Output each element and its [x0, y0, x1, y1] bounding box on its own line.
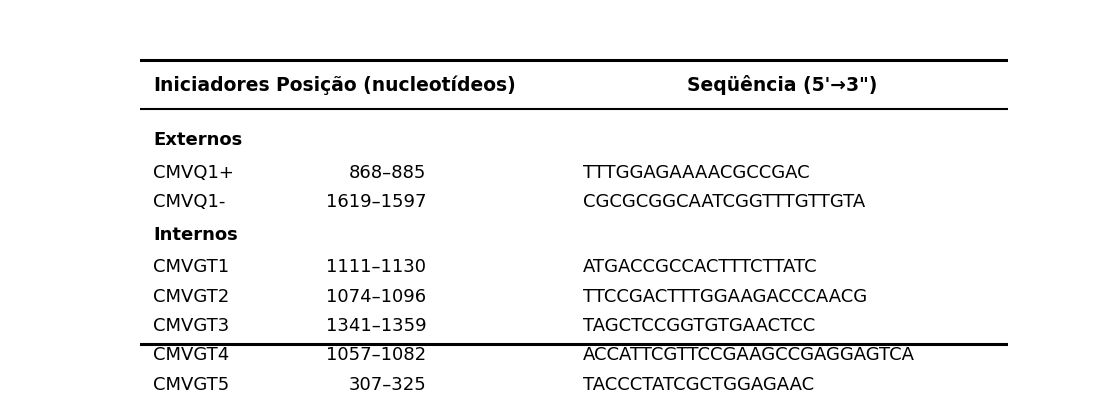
- Text: CMVGT2: CMVGT2: [153, 287, 230, 305]
- Text: CMVQ1+: CMVQ1+: [153, 164, 234, 181]
- Text: TTCCGACTTTGGAAGACCCAACG: TTCCGACTTTGGAAGACCCAACG: [582, 287, 867, 305]
- Text: CMVGT1: CMVGT1: [153, 257, 230, 275]
- Text: TAGCTCCGGTGTGAACTCC: TAGCTCCGGTGTGAACTCC: [582, 316, 815, 334]
- Text: Externos: Externos: [153, 131, 242, 149]
- Text: TTTGGAGAAAACGCCGAC: TTTGGAGAAAACGCCGAC: [582, 164, 810, 181]
- Text: Internos: Internos: [153, 225, 237, 243]
- Text: 1341–1359: 1341–1359: [326, 316, 427, 334]
- Text: CMVQ1-: CMVQ1-: [153, 193, 225, 211]
- Text: Seqüência (5'→3"): Seqüência (5'→3"): [688, 75, 877, 95]
- Text: 1111–1130: 1111–1130: [326, 257, 427, 275]
- Text: CMVGT3: CMVGT3: [153, 316, 230, 334]
- Text: 1074–1096: 1074–1096: [326, 287, 427, 305]
- Text: CMVGT4: CMVGT4: [153, 346, 230, 364]
- Text: ATGACCGCCACTTTCTTATC: ATGACCGCCACTTTCTTATC: [582, 257, 818, 275]
- Text: CMVGT5: CMVGT5: [153, 375, 230, 393]
- Text: TACCCTATCGCTGGAGAAC: TACCCTATCGCTGGAGAAC: [582, 375, 814, 393]
- Text: 1619–1597: 1619–1597: [326, 193, 427, 211]
- Text: 307–325: 307–325: [348, 375, 427, 393]
- Text: 1057–1082: 1057–1082: [326, 346, 427, 364]
- Text: ACCATTCGTTCCGAAGCCGAGGAGTCA: ACCATTCGTTCCGAAGCCGAGGAGTCA: [582, 346, 915, 364]
- Text: Iniciadores: Iniciadores: [153, 76, 270, 95]
- Text: CGCGCGGCAATCGGTTTGTTGTA: CGCGCGGCAATCGGTTTGTTGTA: [582, 193, 865, 211]
- Text: 868–885: 868–885: [349, 164, 427, 181]
- Text: Posição (nucleotídeos): Posição (nucleotídeos): [277, 75, 516, 95]
